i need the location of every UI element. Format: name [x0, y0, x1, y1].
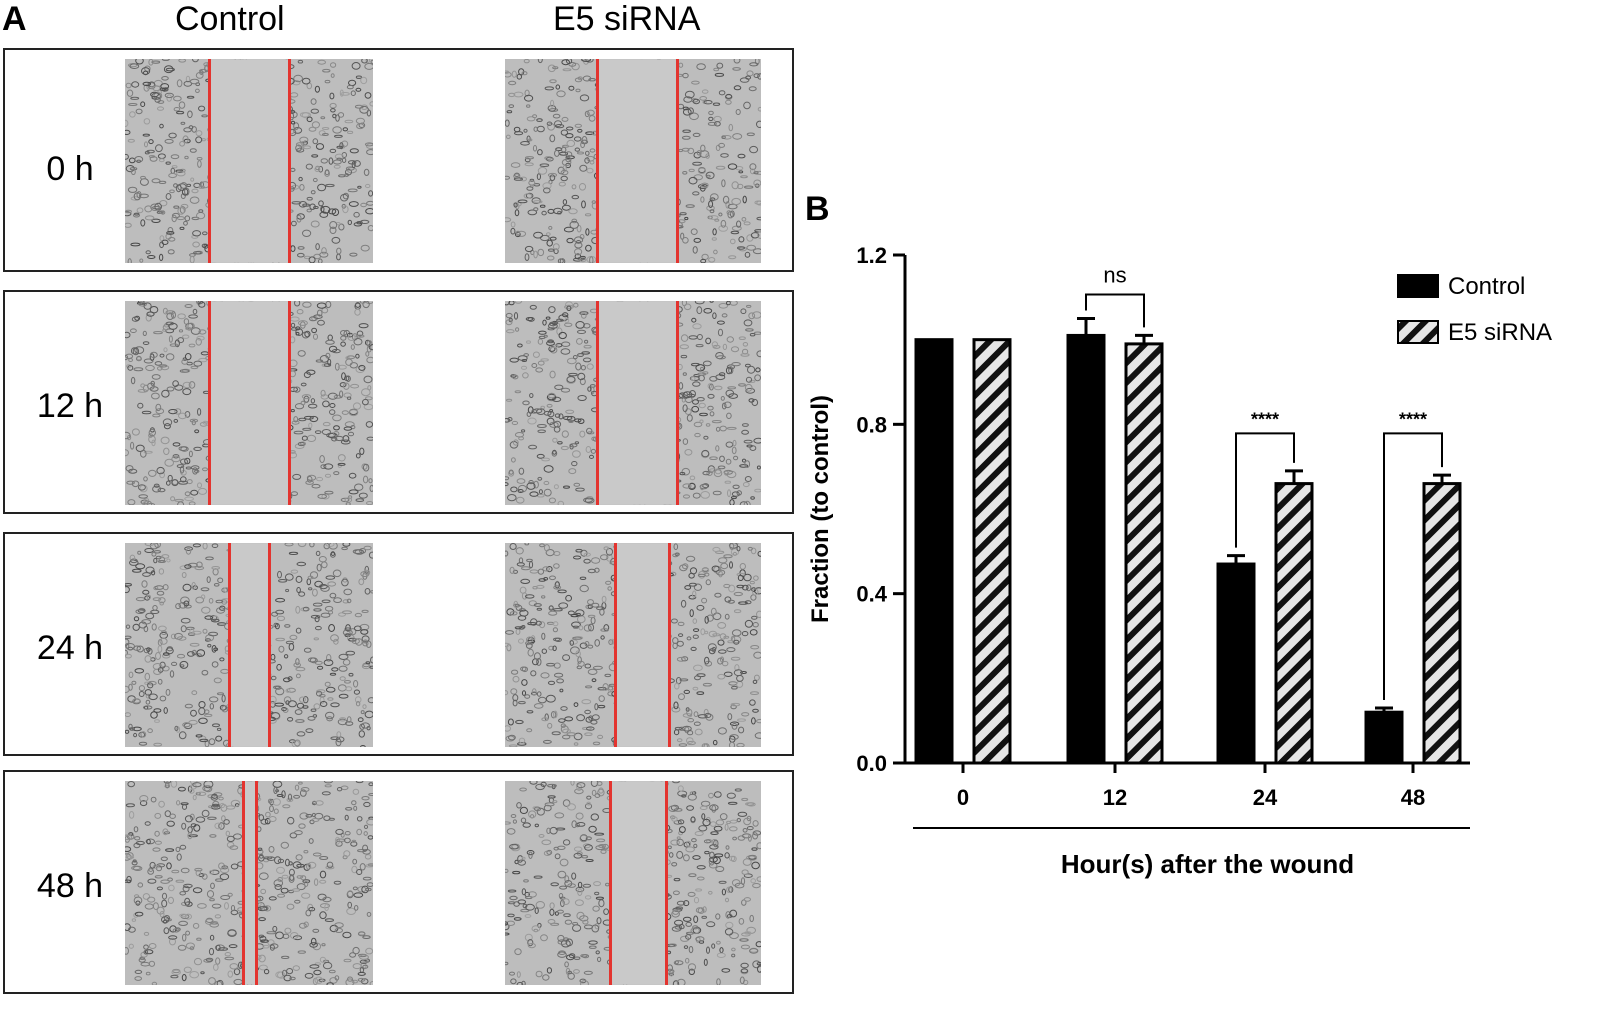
control-micrograph	[125, 301, 373, 505]
significance-bracket	[1235, 432, 1295, 548]
control-column-header: Control	[175, 0, 285, 38]
y-axis-label: Fraction (to control)	[810, 395, 834, 623]
e5-sirna-column-header: E5 siRNA	[553, 0, 701, 38]
bar-control-0	[914, 338, 954, 765]
legend-label-e5-sirna: E5 siRNA	[1448, 319, 1552, 346]
wound-edge-right-line	[667, 543, 671, 747]
significance-bracket	[1383, 432, 1443, 700]
x-tick-label: 0	[957, 785, 969, 810]
bar-control-24	[1216, 562, 1256, 765]
y-tick-label: 1.2	[856, 243, 887, 268]
bar-control-12	[1066, 333, 1106, 765]
wound-edge-right-line	[255, 781, 259, 985]
wound-edge-left-line	[208, 59, 212, 263]
bar-chart: 0.0 0.4 0.8 1.2 Fraction (to control) 0 12 ns 24…	[810, 243, 1552, 879]
x-axis-label: Hour(s) after the wound	[1061, 849, 1354, 879]
control-micrograph	[125, 543, 373, 747]
legend-label-control: Control	[1448, 273, 1525, 300]
y-tick-label: 0.8	[856, 412, 887, 437]
wound-edge-right-line	[287, 59, 291, 263]
time-row-0: 0 h	[3, 48, 794, 272]
significance-bracket	[1085, 293, 1145, 328]
wound-edge-left-line	[596, 301, 600, 505]
bar-e5-sirna-24	[1274, 482, 1314, 765]
wound-edge-left-line	[614, 543, 618, 747]
significance-label: ns	[1103, 263, 1126, 288]
wound-gap	[229, 543, 269, 747]
y-tick-label: 0.0	[856, 751, 887, 776]
y-tick-label: 0.4	[856, 582, 887, 607]
control-micrograph	[125, 59, 373, 263]
wound-gap	[209, 59, 289, 263]
wound-gap	[597, 301, 677, 505]
wound-gap	[209, 301, 289, 505]
bar-e5-sirna-12	[1124, 342, 1164, 765]
x-tick-label: 24	[1253, 785, 1278, 810]
control-micrograph	[125, 781, 373, 985]
panel-b-letter: B	[805, 190, 830, 228]
legend-swatch-e5-sirna	[1397, 320, 1439, 344]
wound-gap	[615, 543, 669, 747]
bar-e5-sirna-48	[1422, 482, 1462, 765]
time-label: 12 h	[36, 387, 104, 425]
time-row-1: 12 h	[3, 290, 794, 514]
time-label: 24 h	[36, 629, 104, 667]
significance-label: ****	[1399, 409, 1427, 429]
wound-edge-right-line	[675, 301, 679, 505]
wound-edge-left-line	[228, 543, 232, 747]
e5-sirna-micrograph	[505, 781, 761, 985]
panel-a-letter: A	[2, 0, 27, 38]
x-tick-label: 48	[1401, 785, 1425, 810]
wound-edge-left-line	[241, 781, 245, 985]
legend-swatch-control	[1397, 274, 1439, 298]
wound-gap	[609, 781, 667, 985]
wound-edge-left-line	[208, 301, 212, 505]
x-tick-label: 12	[1103, 785, 1127, 810]
time-row-2: 24 h	[3, 532, 794, 756]
time-row-3: 48 h	[3, 770, 794, 994]
e5-sirna-micrograph	[505, 301, 761, 505]
wound-edge-right-line	[267, 543, 271, 747]
wound-edge-right-line	[287, 301, 291, 505]
wound-edge-right-line	[665, 781, 669, 985]
bar-e5-sirna-0	[972, 338, 1012, 765]
wound-edge-left-line	[608, 781, 612, 985]
wound-gap	[597, 59, 677, 263]
wound-gap	[242, 781, 257, 985]
wound-edge-right-line	[675, 59, 679, 263]
bar-control-48	[1364, 710, 1404, 765]
time-label: 0 h	[46, 150, 94, 188]
significance-label: ****	[1251, 409, 1279, 429]
e5-sirna-micrograph	[505, 59, 761, 263]
e5-sirna-micrograph	[505, 543, 761, 747]
wound-edge-left-line	[596, 59, 600, 263]
time-label: 48 h	[36, 867, 104, 905]
